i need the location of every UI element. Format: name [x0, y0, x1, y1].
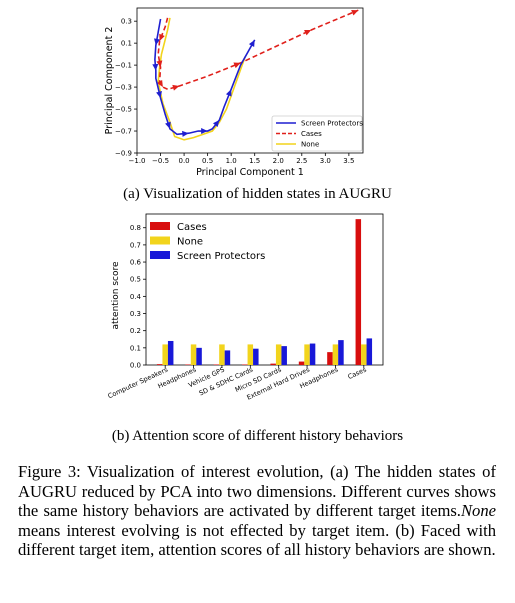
y-tick-label: −0.1 — [115, 62, 132, 70]
bar — [167, 340, 174, 365]
subfigure-b-caption: (b) Attention score of different history… — [111, 428, 404, 444]
x-tick-label: 1.5 — [249, 157, 260, 165]
plot-frame — [136, 7, 364, 154]
legend-swatch — [150, 222, 170, 230]
y-tick-label: 0.1 — [130, 344, 141, 352]
series-screen-protectors-line — [154, 18, 256, 136]
bar — [196, 347, 202, 365]
bar — [327, 352, 333, 365]
bar — [361, 344, 367, 365]
legend-label: Screen Protectors — [177, 251, 265, 262]
bar — [281, 346, 287, 365]
series-cases-arrow — [172, 84, 180, 91]
figure-caption-none-term: None — [460, 501, 496, 521]
subfigure-a-caption: (a) Visualization of hidden states in AU… — [123, 186, 392, 202]
legend-label: None — [177, 237, 203, 248]
bar — [270, 363, 276, 365]
series-none-line — [157, 17, 247, 141]
bar — [156, 364, 163, 365]
y-tick-label: 0.4 — [130, 293, 142, 301]
legend-b: Cases None Screen Protectors — [150, 222, 265, 262]
plot-frame — [145, 213, 384, 366]
legend-label: None — [301, 141, 319, 149]
y-axis-label: attention score — [111, 261, 121, 330]
bar — [338, 340, 344, 365]
series-screen-protectors-arrow — [182, 130, 189, 137]
legend-swatch — [150, 236, 170, 245]
bar — [298, 361, 305, 365]
series-cases-arrow — [156, 79, 163, 88]
y-tick-label: 0.1 — [121, 40, 132, 48]
bar — [185, 364, 191, 365]
x-tick-label: −1.0 — [129, 157, 146, 165]
series-screen-protectors-arrow — [225, 89, 232, 97]
bar — [366, 338, 373, 365]
bar — [224, 350, 231, 365]
legend-label: Cases — [301, 130, 322, 138]
bar — [275, 344, 282, 365]
y-tick-label: 0.3 — [121, 18, 132, 26]
y-tick-label: 0.2 — [130, 327, 141, 335]
y-tick-label: 0.3 — [130, 310, 141, 318]
bar — [253, 348, 259, 365]
legend-label: Screen Protectors — [301, 120, 363, 128]
legend-label: Cases — [177, 222, 207, 233]
figure-caption-part3: means interest evolving is not effected … — [18, 520, 496, 560]
x-tick-label: 0.5 — [202, 157, 213, 165]
x-tick-label: 3.5 — [343, 157, 354, 165]
x-tick-label: 0.0 — [179, 157, 190, 165]
y-axis-label: Principal Component 2 — [104, 27, 115, 135]
series-cases-arrow — [351, 9, 359, 16]
y-tick-label: −0.9 — [115, 150, 132, 158]
x-tick-label: 1.0 — [226, 157, 237, 165]
x-axis-label: Principal Component 1 — [196, 167, 304, 178]
x-tick-label: 2.5 — [296, 157, 307, 165]
series-screen-protectors-arrow — [201, 128, 208, 135]
bar — [355, 219, 362, 365]
y-tick-label: −0.5 — [115, 106, 132, 114]
series-screen-protectors-arrow — [152, 63, 159, 71]
bar — [213, 364, 220, 365]
series-screen-protectors-arrow — [248, 39, 255, 47]
series-screen-protectors-arrow — [154, 38, 160, 46]
x-tick-label: −0.5 — [152, 157, 169, 165]
figure-caption: Figure 3: Visualization of interest evol… — [18, 462, 496, 560]
x-tick-label: 3.0 — [320, 157, 331, 165]
y-tick-label: 0.6 — [130, 259, 142, 267]
series-screen-protectors-arrow — [156, 91, 162, 99]
bar — [309, 343, 316, 365]
bar — [242, 364, 248, 365]
series-cases-arrow — [233, 62, 241, 69]
series-cases-line — [157, 9, 359, 91]
bar — [247, 344, 254, 365]
legend-swatch — [150, 251, 170, 259]
y-tick-label: −0.7 — [115, 128, 132, 136]
series-screen-protectors-arrow — [212, 120, 220, 127]
legend-a: Screen Protectors Cases None — [271, 115, 363, 152]
series-cases-arrow — [304, 29, 312, 36]
bar — [304, 344, 310, 365]
attention-bar-chart: 0.0 0.1 0.2 0.3 0.4 0.5 0.6 0.7 0.8 attention sco… — [107, 213, 384, 402]
bar — [190, 344, 197, 365]
y-tick-label: 0.0 — [130, 362, 141, 370]
bar — [162, 344, 168, 365]
y-tick-label: 0.8 — [130, 224, 141, 232]
series-screen-protectors-arrow — [165, 121, 171, 129]
series-cases-arrow — [159, 33, 165, 41]
y-tick-label: 0.7 — [130, 241, 141, 249]
legend-box — [271, 115, 363, 152]
x-tick-label: 2.0 — [273, 157, 284, 165]
x-tick-label: Cases — [347, 365, 369, 381]
y-tick-label: −0.3 — [115, 84, 132, 92]
bar — [332, 344, 339, 365]
series-cases-arrow — [156, 60, 163, 68]
y-tick-label: 0.5 — [130, 276, 141, 284]
pca-line-chart: −1.0 −0.5 0.0 0.5 1.0 1.5 2.0 2.5 3.0 3.5 −0.9 −0.7… — [104, 7, 364, 178]
figure-caption-part1: Figure 3: Visualization of interest evol… — [18, 462, 496, 521]
bar — [219, 344, 225, 365]
